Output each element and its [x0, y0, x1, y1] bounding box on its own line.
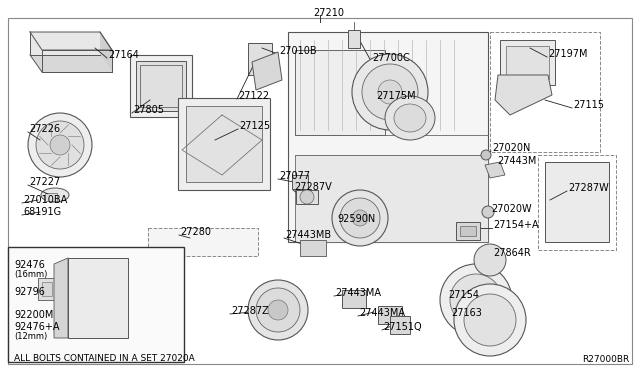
Ellipse shape	[352, 210, 368, 226]
Polygon shape	[30, 32, 100, 55]
Text: 27175M: 27175M	[376, 91, 415, 101]
Text: 27197M: 27197M	[548, 49, 588, 59]
Bar	[538, 155, 616, 250]
Text: 27077: 27077	[279, 171, 310, 181]
Text: 27287V: 27287V	[294, 182, 332, 192]
Text: ALL BOLTS CONTAINED IN A SET 27020A: ALL BOLTS CONTAINED IN A SET 27020A	[14, 354, 195, 363]
Text: 27280: 27280	[180, 227, 211, 237]
Ellipse shape	[464, 294, 516, 346]
Ellipse shape	[352, 54, 428, 130]
Ellipse shape	[466, 290, 486, 310]
Text: 92796: 92796	[14, 287, 45, 297]
Text: R27000BR: R27000BR	[582, 355, 629, 364]
Ellipse shape	[300, 190, 314, 204]
Bar	[390, 316, 410, 334]
Text: 27115: 27115	[573, 100, 604, 110]
Ellipse shape	[474, 244, 506, 276]
Bar	[8, 247, 184, 362]
Bar	[348, 30, 360, 48]
Bar	[130, 55, 192, 117]
Ellipse shape	[394, 104, 426, 132]
Bar	[490, 32, 600, 152]
Ellipse shape	[481, 150, 491, 160]
Text: (16mm): (16mm)	[14, 270, 47, 279]
Text: 27805: 27805	[133, 105, 164, 115]
Text: 27226: 27226	[29, 124, 60, 134]
Text: 68191G: 68191G	[23, 207, 61, 217]
Bar	[140, 65, 182, 107]
Text: 92200M: 92200M	[14, 310, 53, 320]
Ellipse shape	[454, 284, 526, 356]
Bar	[136, 61, 186, 111]
Text: 27154+A: 27154+A	[493, 220, 539, 230]
Ellipse shape	[248, 280, 308, 340]
Bar	[545, 162, 609, 242]
Ellipse shape	[332, 190, 388, 246]
Bar	[295, 50, 385, 135]
Ellipse shape	[268, 300, 288, 320]
Bar	[186, 106, 262, 182]
Text: (12mm): (12mm)	[14, 333, 47, 341]
Text: 27443MA: 27443MA	[359, 308, 405, 318]
Text: 92476+A: 92476+A	[14, 322, 60, 332]
Text: 27164: 27164	[108, 50, 139, 60]
Bar	[292, 175, 308, 189]
Text: 27287Z: 27287Z	[231, 306, 269, 316]
Bar	[296, 190, 318, 204]
Bar	[42, 282, 52, 296]
Polygon shape	[54, 258, 68, 338]
Bar	[342, 290, 366, 308]
Text: 27210: 27210	[313, 8, 344, 18]
Bar	[506, 46, 549, 79]
Ellipse shape	[50, 135, 70, 155]
Bar	[300, 240, 326, 256]
Text: 27864R: 27864R	[493, 248, 531, 258]
Text: 92476: 92476	[14, 260, 45, 270]
Text: 27125: 27125	[239, 121, 270, 131]
Text: 27163: 27163	[451, 308, 482, 318]
Text: 27122: 27122	[238, 91, 269, 101]
Ellipse shape	[340, 198, 380, 238]
Text: 27151Q: 27151Q	[383, 322, 422, 332]
Text: 27443MB: 27443MB	[285, 230, 331, 240]
Polygon shape	[100, 32, 112, 72]
Text: 27287W: 27287W	[568, 183, 609, 193]
Bar	[38, 278, 56, 300]
Polygon shape	[30, 55, 112, 72]
Bar	[178, 98, 270, 190]
Text: 27443M: 27443M	[497, 156, 536, 166]
Text: 27020N: 27020N	[492, 143, 531, 153]
Polygon shape	[252, 52, 282, 90]
Text: 27010BA: 27010BA	[23, 195, 67, 205]
Text: 27700C: 27700C	[372, 53, 410, 63]
Text: 92590N: 92590N	[337, 214, 375, 224]
Ellipse shape	[28, 113, 92, 177]
Polygon shape	[485, 162, 505, 178]
Ellipse shape	[440, 264, 512, 336]
Polygon shape	[495, 75, 552, 115]
Polygon shape	[248, 43, 272, 75]
Text: 27443MA: 27443MA	[335, 288, 381, 298]
Bar	[68, 258, 128, 338]
Ellipse shape	[450, 274, 502, 326]
Ellipse shape	[378, 80, 402, 104]
Text: 27010B: 27010B	[279, 46, 317, 56]
Bar	[148, 228, 258, 256]
Bar	[500, 40, 555, 85]
Text: 27020W: 27020W	[491, 204, 532, 214]
Ellipse shape	[36, 121, 84, 169]
Ellipse shape	[362, 64, 418, 120]
Bar	[456, 222, 480, 240]
Text: 27227: 27227	[29, 177, 60, 187]
Bar	[295, 155, 488, 242]
Ellipse shape	[482, 206, 494, 218]
Ellipse shape	[256, 288, 300, 332]
Bar	[45, 193, 57, 201]
Bar	[288, 32, 488, 242]
Ellipse shape	[385, 96, 435, 140]
Ellipse shape	[41, 188, 69, 202]
Bar	[460, 226, 476, 236]
Text: 27154: 27154	[448, 290, 479, 300]
Bar	[378, 306, 402, 324]
